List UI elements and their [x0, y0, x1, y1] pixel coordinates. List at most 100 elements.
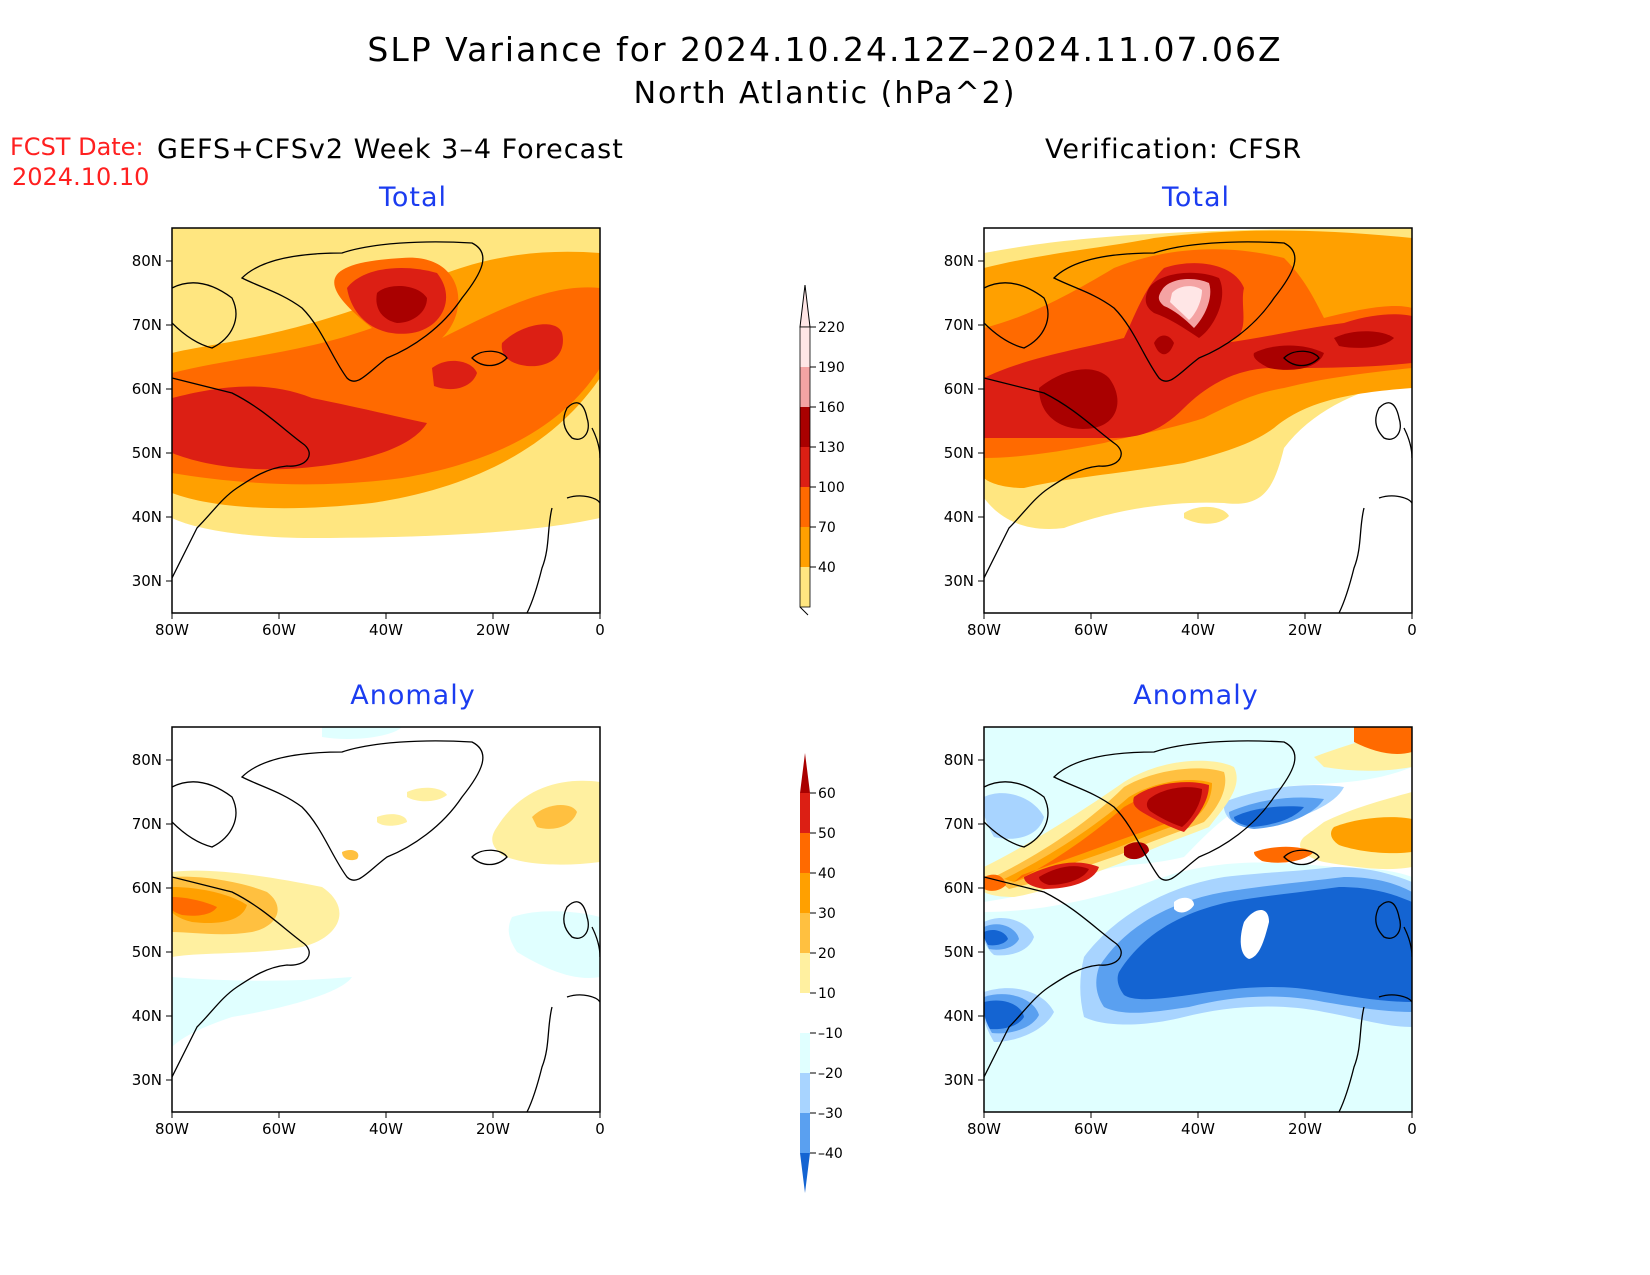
lon-label-60w: 60W	[1074, 1120, 1108, 1138]
fcst-date-label: FCST Date:	[10, 133, 144, 161]
colorbar-total-label-190: 190	[818, 360, 845, 376]
colorbar-total-swatch-5	[800, 527, 810, 567]
verification-header: Verification: CFSR	[1045, 134, 1303, 165]
verification-total-field	[984, 228, 1412, 613]
lat-label-60n: 60N	[132, 879, 162, 897]
coastline-forecast-anomaly	[172, 740, 600, 1112]
lat-label-30n: 30N	[132, 1071, 162, 1089]
lat-label-30n: 30N	[944, 572, 974, 590]
colorbar-anomaly-swatch-0	[800, 793, 810, 833]
panel-subtitle-forecast-anomaly: Anomaly	[350, 680, 476, 711]
colorbar-total-swatch-2	[800, 407, 810, 447]
lon-label-60w: 60W	[262, 621, 296, 639]
colorbar-total-frame	[799, 326, 811, 608]
lon-label-60w: 60W	[1074, 621, 1108, 639]
lon-label-40w: 40W	[369, 1120, 403, 1138]
colorbar-total-label-70: 70	[818, 520, 836, 536]
lon-label-80w: 80W	[155, 621, 189, 639]
fcst-date-value: 2024.10.10	[12, 163, 150, 191]
panel-subtitle-verification-total: Total	[1161, 182, 1231, 213]
colorbar-anomaly-swatch-4	[800, 953, 810, 993]
lat-label-70n: 70N	[132, 815, 162, 833]
lat-label-80n: 80N	[944, 252, 974, 270]
colorbar-total-swatch-6	[800, 567, 810, 607]
colorbar-anomaly-swatch-2	[800, 873, 810, 913]
lon-label-40w: 40W	[1181, 621, 1215, 639]
coastline-verification-anomaly	[984, 740, 1412, 1112]
colorbar-anomaly-swatch-7	[800, 1073, 810, 1113]
lon-ticks-forecast-total: 80W 60W 40W 20W 0	[155, 613, 605, 639]
lat-label-40n: 40N	[944, 508, 974, 526]
colorbar-anomaly-label-neg20: –20	[818, 1066, 843, 1082]
colorbar-total-label-160: 160	[818, 400, 845, 416]
colorbar-anomaly-swatch-8	[800, 1113, 810, 1153]
map-panel-forecast-anomaly: 80N 70N 60N 50N 40N 30N 80W 60W 40W 20W …	[132, 726, 605, 1138]
lat-label-80n: 80N	[132, 252, 162, 270]
colorbar-total-label-130: 130	[818, 440, 845, 456]
colorbar-anomaly-bottom-cap	[800, 1153, 810, 1193]
colorbar-anomaly-label-40: 40	[818, 866, 836, 882]
lon-label-20w: 20W	[476, 621, 510, 639]
lon-label-20w: 20W	[1288, 621, 1322, 639]
colorbar-anomaly: 60 50 40 30 20 10 –10 –20 –30 –40	[800, 753, 843, 1193]
panel-subtitle-verification-anomaly: Anomaly	[1133, 680, 1259, 711]
lon-label-20w: 20W	[1288, 1120, 1322, 1138]
colorbar-anomaly-swatch-6	[800, 1033, 810, 1073]
colorbar-anomaly-label-10: 10	[818, 986, 836, 1002]
colorbar-total-swatch-4	[800, 487, 810, 527]
lat-label-70n: 70N	[944, 815, 974, 833]
map-panel-verification-anomaly: 80N 70N 60N 50N 40N 30N 80W 60W 40W 20W …	[944, 726, 1417, 1138]
coastline-verification-total	[984, 241, 1412, 613]
colorbar-total-swatch-3	[800, 447, 810, 487]
lon-label-0: 0	[1407, 621, 1417, 639]
colorbar-anomaly-label-neg40: –40	[818, 1146, 843, 1162]
colorbar-anomaly-top-cap	[800, 753, 810, 793]
map-panel-verification-total: 80N 70N 60N 50N 40N 30N 80W 60W 40W 20W …	[944, 227, 1417, 639]
verification-anomaly-field	[984, 727, 1412, 1112]
lat-label-50n: 50N	[944, 943, 974, 961]
figure-subtitle: North Atlantic (hPa^2)	[633, 76, 1017, 111]
colorbar-total-bottom-cap	[799, 606, 809, 616]
lon-label-80w: 80W	[967, 621, 1001, 639]
lon-label-40w: 40W	[369, 621, 403, 639]
lat-label-40n: 40N	[132, 1007, 162, 1025]
lat-ticks-verification-total: 80N 70N 60N 50N 40N 30N	[944, 252, 984, 590]
coastline-forecast-total	[172, 241, 600, 613]
colorbar-anomaly-label-neg30: –30	[818, 1106, 843, 1122]
colorbar-anomaly-swatch-3	[800, 913, 810, 953]
lat-label-60n: 60N	[132, 380, 162, 398]
colorbar-anomaly-swatch-5	[800, 993, 810, 1033]
colorbar-total-label-220: 220	[818, 320, 845, 336]
lon-label-80w: 80W	[155, 1120, 189, 1138]
colorbar-total-swatch-0	[800, 327, 810, 367]
forecast-header: GEFS+CFSv2 Week 3–4 Forecast	[157, 134, 624, 165]
lon-label-0: 0	[1407, 1120, 1417, 1138]
colorbar-anomaly-swatch-1	[800, 833, 810, 873]
colorbar-anomaly-label-50: 50	[818, 826, 836, 842]
lon-label-0: 0	[595, 621, 605, 639]
lat-label-80n: 80N	[132, 751, 162, 769]
lon-label-60w: 60W	[262, 1120, 296, 1138]
forecast-total-field	[172, 228, 600, 613]
colorbar-total-top-cap	[799, 284, 811, 328]
colorbar-total: 220 190 160 130 100 70 40	[799, 284, 845, 616]
lat-label-30n: 30N	[944, 1071, 974, 1089]
lat-label-30n: 30N	[132, 572, 162, 590]
colorbar-total-label-100: 100	[818, 480, 845, 496]
lon-label-80w: 80W	[967, 1120, 1001, 1138]
lat-ticks-verification-anomaly: 80N 70N 60N 50N 40N 30N	[944, 751, 984, 1089]
lon-ticks-verification-anomaly: 80W 60W 40W 20W 0	[967, 1112, 1417, 1138]
lat-ticks-forecast-anomaly: 80N 70N 60N 50N 40N 30N	[132, 751, 172, 1089]
lat-ticks-forecast-total: 80N 70N 60N 50N 40N 30N	[132, 252, 172, 590]
colorbar-anomaly-label-20: 20	[818, 946, 836, 962]
colorbar-anomaly-label-60: 60	[818, 786, 836, 802]
lat-label-70n: 70N	[944, 316, 974, 334]
lon-ticks-forecast-anomaly: 80W 60W 40W 20W 0	[155, 1112, 605, 1138]
lat-label-40n: 40N	[132, 508, 162, 526]
lat-label-70n: 70N	[132, 316, 162, 334]
lon-label-40w: 40W	[1181, 1120, 1215, 1138]
lat-label-60n: 60N	[944, 879, 974, 897]
forecast-anomaly-field	[172, 727, 600, 1112]
lat-label-50n: 50N	[132, 444, 162, 462]
lon-ticks-verification-total: 80W 60W 40W 20W 0	[967, 613, 1417, 639]
